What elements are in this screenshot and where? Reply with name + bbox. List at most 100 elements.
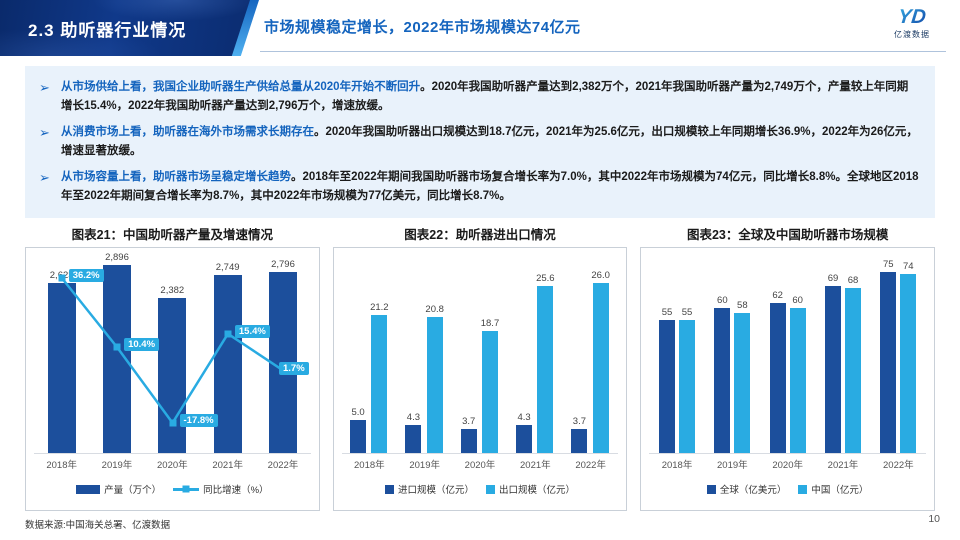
x-tick-label: 2019年 [409, 460, 440, 471]
bar-value-label: 2,896 [105, 252, 129, 264]
category-column: 3.7 18.7 [452, 257, 507, 453]
bar [734, 312, 751, 453]
x-axis-labels: 2018年 2019年 2020年 2021年 2022年 [34, 454, 311, 474]
bar-group: 2,382 [158, 285, 187, 453]
bar [659, 319, 675, 453]
legend-swatch [76, 484, 101, 494]
bullet-text: 从市场供给上看，我国企业助听器生产供给总量从2020年开始不断回升。2020年我… [61, 78, 919, 116]
bar-wrap: 4.3 [405, 411, 422, 453]
bar-group: 2,796 [268, 259, 297, 453]
bar-value-label: 69 [827, 273, 839, 285]
category-column: 55 55 [649, 257, 704, 453]
x-tick-label: 2021年 [827, 460, 859, 471]
logo-yd-icon: YD [896, 6, 928, 28]
bar [158, 298, 187, 453]
bar-value-label: 2,382 [160, 285, 185, 297]
chart-23-market-size: 图表23：全球及中国助听器市场规模 55 55 60 58 62 60 69 68 75 74 2… [640, 224, 936, 511]
bar-value-label: 3.7 [462, 415, 476, 427]
bullet-lead: 从市场容量上看，助听器市场呈稳定增长趋势 [61, 171, 291, 183]
bar-wrap: 3.7 [571, 416, 588, 453]
legend-item: 进口规模（亿元） [384, 482, 474, 496]
category-column: 4.3 20.8 [397, 257, 452, 453]
x-tick-label: 2019年 [101, 460, 133, 471]
bar [592, 283, 609, 453]
plot-area: 55 55 60 58 62 60 69 68 75 74 [649, 257, 927, 454]
chart-panel: 2,623 2,896 2,382 2,749 2,796 36.2% 10.4% -17.8… [25, 247, 320, 511]
bar-wrap: 2,796 [268, 259, 297, 453]
section-title: 2.3 助听器行业情况 [28, 20, 187, 40]
bullet-lead: 从消费市场上看，助听器在海外市场需求长期存在 [61, 126, 314, 138]
category-column: 4.3 25.6 [508, 257, 563, 453]
x-tick-label: 2022年 [575, 460, 606, 471]
data-source: 数据来源:中国海关总署、亿渡数据 [25, 520, 171, 531]
bar-wrap: 75 [880, 258, 897, 453]
x-tick-label: 2021年 [212, 460, 243, 471]
bar-value-label: 60 [792, 294, 803, 306]
bullet-rest: 。2018年至2022年期间我国助听器市场复合增长率为7.0%，其中2022年市… [61, 171, 919, 202]
chart-legend: 全球（亿美元） 中国（亿元） [649, 474, 926, 504]
line-marker [113, 343, 121, 351]
chart-legend: 产量（万个） 同比增速（%） [34, 474, 311, 504]
category-column: 3.7 26.0 [563, 257, 618, 453]
bar-group: 55 55 [659, 307, 695, 453]
chart-21-production: 图表21：中国助听器产量及增速情况 2,6232,8962,3822,7492,… [25, 224, 320, 511]
plot-area: 5.0 21.2 4.3 20.8 3.7 18.7 4.3 25.6 3.7 26.0 [341, 257, 619, 454]
category-column: 62 60 [760, 257, 815, 453]
x-tick-label: 2021年 [520, 460, 551, 471]
bar-wrap: 55 [679, 307, 695, 453]
bar-value-label: 68 [847, 275, 859, 287]
bar-wrap: 68 [844, 275, 861, 453]
plot-area: 2,623 2,896 2,382 2,749 2,796 36.2% 10.4% -17.8… [34, 252, 311, 454]
bar-value-label: 58 [737, 299, 748, 311]
bar-value-label: 4.3 [406, 411, 421, 423]
bar-wrap: 26.0 [591, 270, 610, 453]
chart-22-import-export: 图表22：助听器进出口情况 5.0 21.2 4.3 20.8 3.7 18.7 4.3 25… [332, 224, 628, 511]
bar [824, 286, 841, 453]
legend-item: 同比增速（%） [173, 482, 269, 496]
x-tick-label: 2018年 [46, 460, 77, 471]
bullet-lead: 从市场供给上看，我国企业助听器生产供给总量从2020年开始不断回升 [61, 81, 421, 93]
x-tick-label: 2020年 [464, 460, 496, 471]
bar-group: 2,749 [213, 261, 242, 453]
bar [679, 319, 695, 453]
bar-group: 4.3 20.8 [405, 304, 444, 453]
bar-value-label: 20.8 [425, 304, 444, 316]
line-value-badge: 15.4% [234, 324, 270, 338]
bar-value-label: 55 [681, 306, 693, 318]
bar [880, 271, 897, 453]
bar [516, 424, 533, 453]
line-value-badge: 36.2% [68, 268, 104, 282]
company-logo: YD 亿渡数据 [880, 6, 944, 40]
bar-value-label: 5.0 [351, 407, 365, 419]
bar-group: 3.7 18.7 [460, 318, 499, 453]
bar-wrap: 62 [769, 290, 786, 453]
bar-wrap: 4.3 [516, 412, 533, 453]
bar [460, 428, 477, 453]
bar-wrap: 55 [659, 307, 675, 453]
chart-panel: 55 55 60 58 62 60 69 68 75 74 2018年 2019年 2020年 2021… [640, 247, 936, 511]
line-value-badge: 10.4% [124, 338, 160, 352]
bar-wrap: 2,749 [213, 261, 242, 453]
x-axis-labels: 2018年 2019年 2020年 2021年 2022年 [342, 454, 619, 474]
bar-wrap: 20.8 [425, 304, 444, 453]
bar-value-label: 75 [883, 258, 894, 270]
category-column: 60 58 [705, 257, 760, 453]
bar-wrap: 2,896 [102, 252, 131, 453]
bar [769, 302, 786, 453]
legend-item: 产量（万个） [76, 482, 161, 496]
bar-wrap: 60 [714, 295, 731, 453]
category-column: 2,796 [255, 257, 310, 453]
legend-label: 中国（亿元） [811, 485, 869, 496]
bar-wrap: 21.2 [370, 302, 389, 453]
legend-item: 中国（亿元） [798, 482, 868, 496]
bar [844, 288, 861, 453]
bar-wrap: 69 [824, 273, 841, 453]
category-column: 5.0 21.2 [342, 257, 397, 453]
bullet-item-capacity: ➢ 从市场容量上看，助听器市场呈稳定增长趋势。2018年至2022年期间我国助听… [39, 168, 919, 206]
bar [571, 428, 588, 453]
bar-value-label: 2,749 [215, 261, 240, 273]
bar [405, 424, 422, 453]
line-marker [58, 274, 66, 282]
bar [102, 265, 131, 453]
x-axis-labels: 2018年 2019年 2020年 2021年 2022年 [649, 454, 926, 474]
